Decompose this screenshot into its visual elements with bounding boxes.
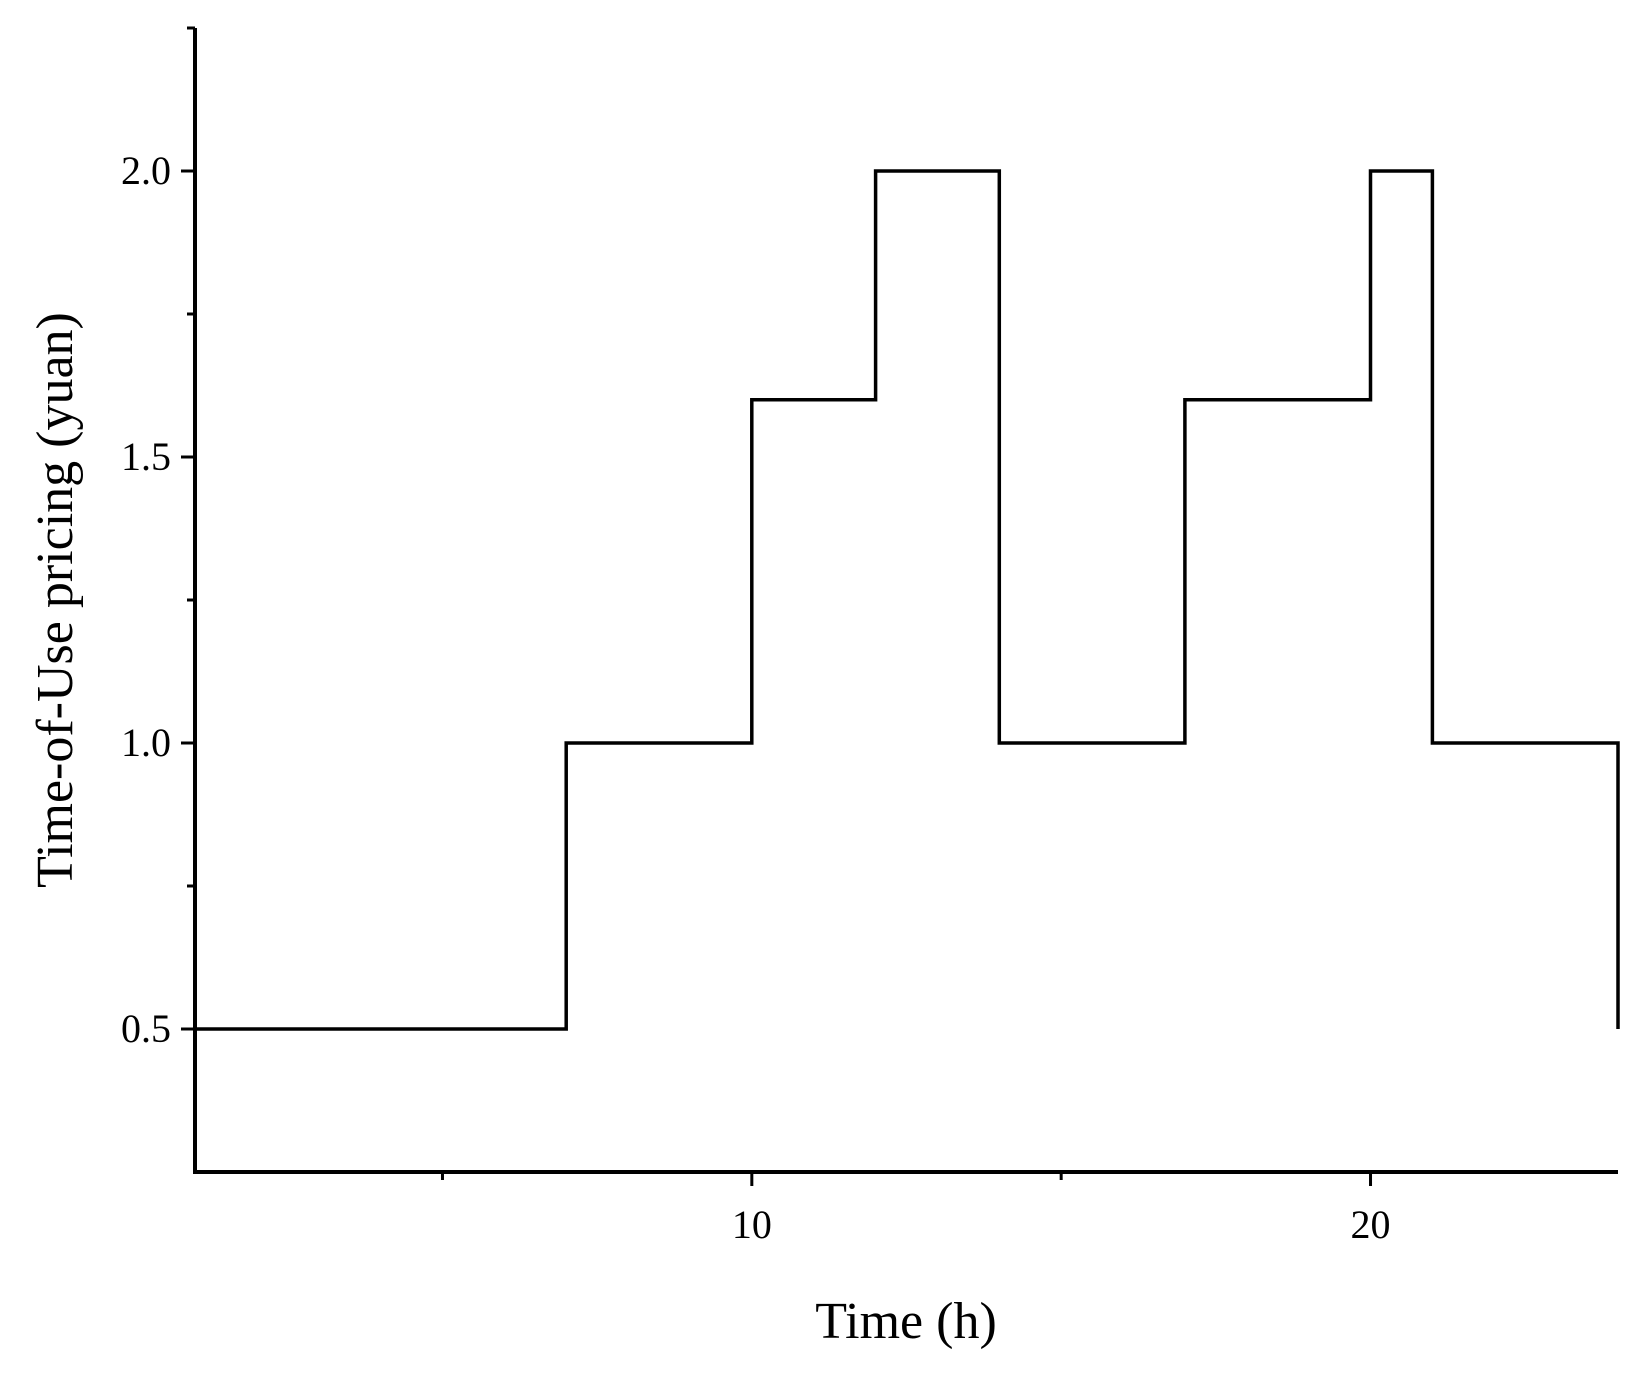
- y-tick-label: 1.5: [121, 434, 171, 479]
- ticks: [181, 26, 1373, 1186]
- price-step-line: [195, 169, 1620, 1031]
- x-tick-label: 10: [732, 1202, 772, 1247]
- series: [195, 169, 1620, 1031]
- x-axis-title: Time (h): [815, 1293, 997, 1350]
- x-tick-label: 20: [1351, 1202, 1391, 1247]
- y-tick-label: 0.5: [121, 1006, 171, 1051]
- tick-labels: 0.5 1.0 1.5 2.0 10 20: [121, 148, 1391, 1247]
- axes: [193, 28, 1618, 1174]
- y-axis-title: Time-of-Use pricing (yuan): [27, 312, 84, 888]
- y-tick-label: 1.0: [121, 720, 171, 765]
- y-tick-label: 2.0: [121, 148, 171, 193]
